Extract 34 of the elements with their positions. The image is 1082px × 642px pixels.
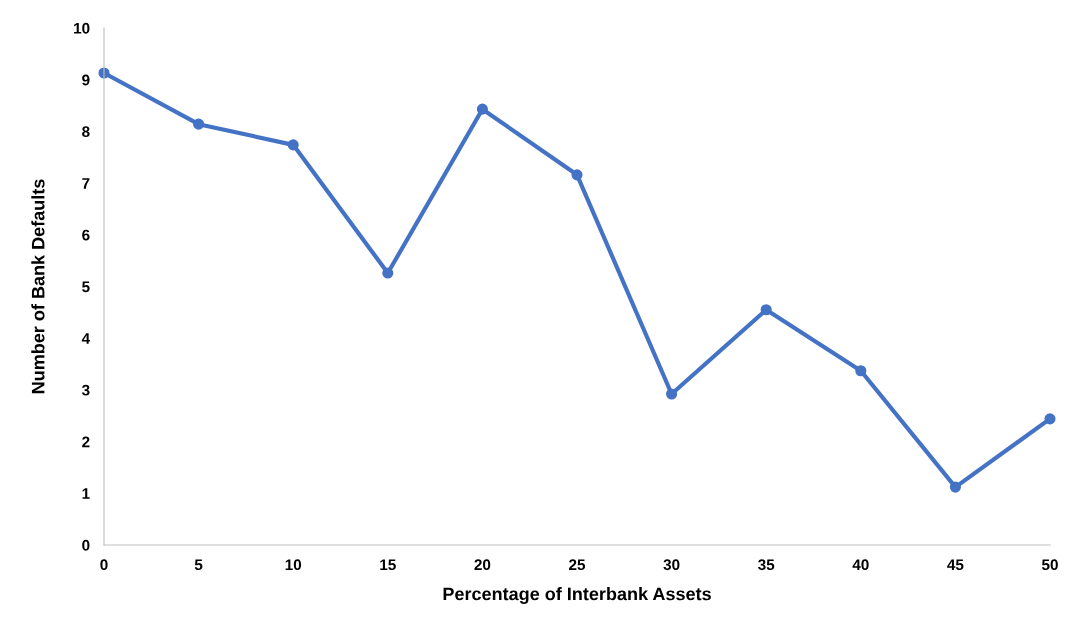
y-tick-label: 2 [82, 436, 90, 448]
x-tick-label: 20 [474, 559, 491, 571]
y-tick-label: 1 [82, 488, 90, 499]
x-tick-label: 50 [1041, 559, 1058, 571]
point [476, 103, 488, 115]
point [666, 388, 678, 400]
y-tick-label: 7 [82, 178, 90, 189]
point [571, 169, 583, 181]
x-tick-label: 40 [852, 559, 869, 571]
x-tick-label: 5 [194, 559, 203, 571]
x-tick-label: 10 [285, 559, 302, 571]
point [855, 365, 867, 377]
y-tick-label: 0 [82, 539, 90, 551]
y-axis-title: Number of Bank Defaults [31, 179, 45, 394]
point [193, 118, 205, 130]
x-tick-label: 45 [947, 559, 964, 571]
y-tick-label: 3 [81, 384, 90, 396]
y-tick-label: 6 [82, 229, 90, 241]
point [760, 304, 772, 316]
point [949, 481, 961, 493]
x-axis-title: Percentage of Interbank Assets [443, 587, 711, 604]
point [382, 267, 394, 279]
y-tick-label: 8 [82, 126, 90, 138]
x-tick-label: 0 [100, 559, 108, 571]
x-tick-label: 30 [663, 559, 680, 571]
y-tick-label: 10 [74, 22, 90, 34]
y-tick-label: 4 [81, 333, 91, 344]
y-tick-label: 5 [82, 281, 90, 293]
x-tick-label: 35 [758, 559, 775, 571]
point [287, 139, 299, 151]
x-tick-label: 25 [569, 559, 586, 571]
x-tick-label: 15 [380, 559, 396, 571]
point [1044, 413, 1056, 425]
y-tick-label: 9 [82, 74, 90, 86]
